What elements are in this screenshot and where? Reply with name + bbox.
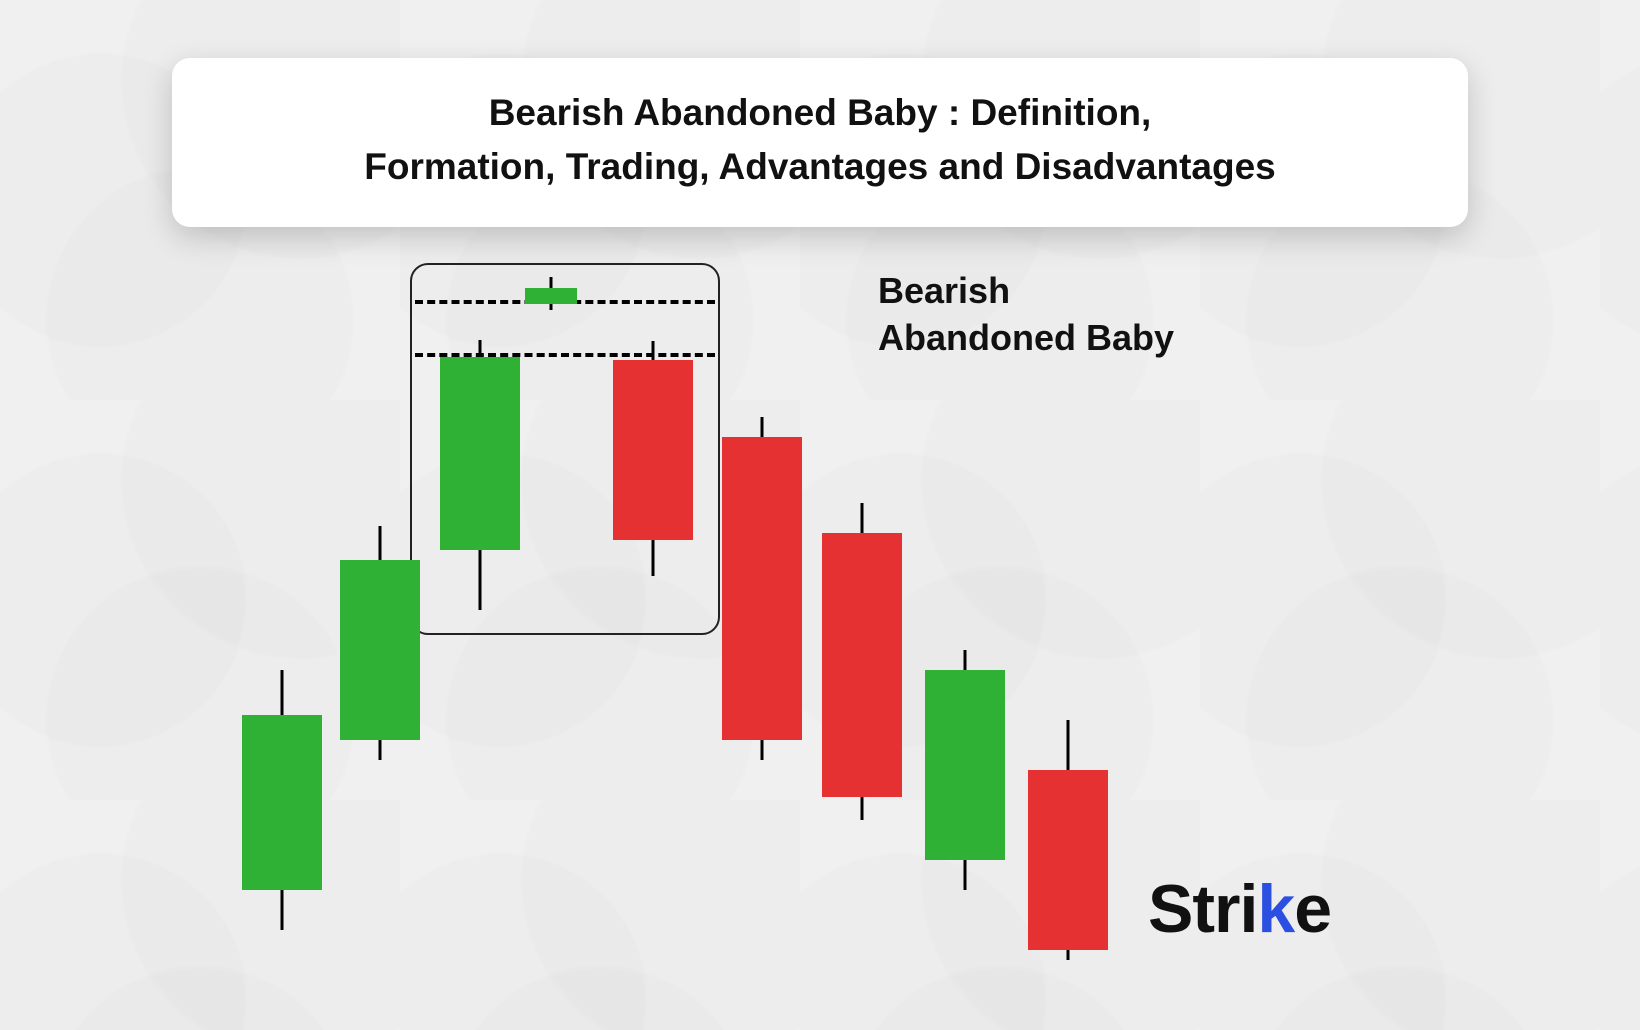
candle-body xyxy=(340,560,420,740)
pattern-annotation: Bearish Abandoned Baby xyxy=(878,268,1174,362)
candle-body xyxy=(1028,770,1108,950)
logo-part-2: e xyxy=(1294,871,1331,947)
brand-logo: Strike xyxy=(1148,870,1331,948)
candle-body xyxy=(722,437,802,740)
title-line-2: Formation, Trading, Advantages and Disad… xyxy=(212,140,1428,194)
candle-body xyxy=(242,715,322,890)
candle-body xyxy=(525,288,577,304)
candle-body xyxy=(440,357,520,550)
candlestick-chart: Bearish Abandoned Baby Strike xyxy=(0,250,1640,990)
candle-body xyxy=(925,670,1005,860)
candle-body xyxy=(613,360,693,540)
candle-body xyxy=(822,533,902,797)
logo-part-1: Stri xyxy=(1148,871,1257,947)
title-card: Bearish Abandoned Baby : Definition, For… xyxy=(172,58,1468,227)
annotation-line-2: Abandoned Baby xyxy=(878,315,1174,362)
title-line-1: Bearish Abandoned Baby : Definition, xyxy=(212,86,1428,140)
annotation-line-1: Bearish xyxy=(878,268,1174,315)
logo-part-k: k xyxy=(1257,870,1294,948)
